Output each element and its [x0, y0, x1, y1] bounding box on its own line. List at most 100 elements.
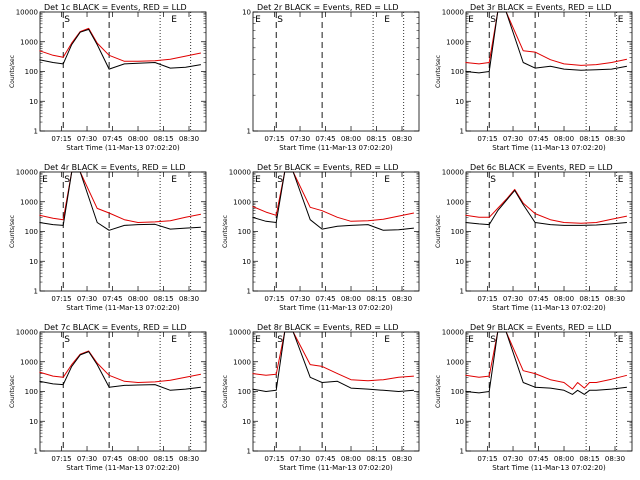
- y-tick-label: 100: [238, 388, 251, 396]
- event-marker-label: E: [384, 175, 390, 185]
- x-tick-label: 07:15: [264, 135, 284, 143]
- chart-panel-det-6: Det 6c BLACK = Events, RED = LLD 1 10 100 10…: [426, 160, 639, 320]
- event-marker-label: E: [42, 175, 48, 185]
- y-tick-label: 1: [247, 288, 251, 296]
- x-tick-label: 07:45: [102, 295, 122, 303]
- plot-frame: [465, 11, 633, 132]
- x-tick-label: 07:30: [77, 135, 97, 143]
- x-axis-label: Start Time (11-Mar-13 07:02:20): [279, 464, 393, 472]
- plot-frame: [39, 171, 207, 292]
- y-tick-label: 100: [25, 388, 38, 396]
- chart-svg: Det 8r BLACK = Events, RED = LLD 1 10 100 10…: [222, 323, 420, 472]
- chart-svg: Det 9r BLACK = Events, RED = LLD 1 10 100 10…: [435, 323, 633, 472]
- y-axis-label: Counts/sec: [435, 55, 442, 88]
- x-tick-label: 08:30: [605, 295, 625, 303]
- chart-title: Det 7c BLACK = Events, RED = LLD: [44, 323, 187, 332]
- chart-svg: Det 4r BLACK = Events, RED = LLD 1 10 100 10…: [9, 163, 207, 312]
- x-tick-label: 08:00: [128, 455, 148, 463]
- x-tick-label: 07:30: [503, 455, 523, 463]
- chart-panel-det-1: Det 1c BLACK = Events, RED = LLD 1 10 100 10…: [0, 0, 213, 160]
- y-tick-label: 100: [25, 68, 38, 76]
- x-tick-label: 07:15: [264, 295, 284, 303]
- x-tick-label: 07:45: [315, 135, 335, 143]
- series-black-line: [465, 189, 627, 226]
- series-black-line: [39, 351, 201, 391]
- series-black-line: [252, 171, 414, 231]
- x-tick-label: 07:30: [290, 455, 310, 463]
- y-tick-label: 1000: [446, 38, 464, 46]
- y-tick-label: 1000: [446, 198, 464, 206]
- x-tick-label: 07:45: [528, 295, 548, 303]
- y-tick-label: 10000: [16, 9, 38, 17]
- x-tick-label: 07:30: [77, 455, 97, 463]
- series-red-line: [39, 350, 201, 383]
- series-black-line: [465, 331, 627, 395]
- chart-panel-det-2: Det 2r BLACK = Events, RED = LLD 1 10 07:15…: [213, 0, 426, 160]
- y-axis-label: Counts/sec: [222, 215, 229, 248]
- x-tick-label: 08:30: [392, 295, 412, 303]
- x-tick-label: 08:30: [605, 455, 625, 463]
- plot-frame: [252, 11, 420, 132]
- x-tick-label: 08:15: [153, 455, 173, 463]
- y-tick-label: 10: [242, 258, 251, 266]
- chart-svg: Det 7c BLACK = Events, RED = LLD 1 10 100 10…: [9, 323, 207, 472]
- y-tick-label: 10000: [442, 169, 464, 177]
- event-marker-label: S: [490, 335, 496, 345]
- x-tick-label: 08:15: [153, 295, 173, 303]
- x-tick-label: 08:15: [579, 135, 599, 143]
- event-marker-label: E: [171, 15, 177, 25]
- chart-title: Det 5r BLACK = Events, RED = LLD: [257, 163, 399, 172]
- x-tick-label: 07:30: [503, 295, 523, 303]
- series-black-line: [39, 171, 201, 231]
- series-red-line: [39, 27, 201, 62]
- x-axis-label: Start Time (11-Mar-13 07:02:20): [279, 144, 393, 152]
- y-tick-label: 10000: [442, 9, 464, 17]
- plot-frame: [39, 331, 207, 452]
- event-marker-label: S: [64, 335, 70, 345]
- x-tick-label: 07:15: [477, 455, 497, 463]
- event-marker-label: E: [171, 175, 177, 185]
- y-tick-label: 10: [455, 98, 464, 106]
- chart-svg: Det 2r BLACK = Events, RED = LLD 1 10 07:15…: [242, 3, 420, 152]
- y-tick-label: 10: [29, 418, 38, 426]
- y-tick-label: 10000: [16, 169, 38, 177]
- y-tick-label: 1: [460, 448, 464, 456]
- x-tick-label: 07:30: [290, 135, 310, 143]
- x-tick-label: 08:15: [366, 135, 386, 143]
- y-tick-label: 1000: [233, 198, 251, 206]
- event-marker-label: E: [384, 15, 390, 25]
- chart-title: Det 2r BLACK = Events, RED = LLD: [257, 3, 399, 12]
- chart-svg: Det 1c BLACK = Events, RED = LLD 1 10 100 10…: [9, 3, 207, 152]
- y-axis-label: Counts/sec: [435, 215, 442, 248]
- chart-panel-det-7: Det 7c BLACK = Events, RED = LLD 1 10 100 10…: [0, 320, 213, 480]
- x-tick-label: 07:45: [102, 135, 122, 143]
- y-tick-label: 1000: [20, 358, 38, 366]
- x-tick-label: 08:15: [579, 295, 599, 303]
- x-tick-label: 08:00: [341, 295, 361, 303]
- y-tick-label: 100: [451, 388, 464, 396]
- y-tick-label: 1: [34, 128, 38, 136]
- y-tick-label: 10: [29, 98, 38, 106]
- x-tick-label: 07:45: [315, 295, 335, 303]
- chart-svg: Det 3r BLACK = Events, RED = LLD 1 10 100 10…: [435, 3, 633, 152]
- plot-frame: [252, 171, 420, 292]
- x-tick-label: 07:15: [51, 135, 71, 143]
- x-tick-label: 08:15: [153, 135, 173, 143]
- plot-frame: [465, 171, 633, 292]
- event-marker-label: S: [490, 175, 496, 185]
- x-tick-label: 08:15: [366, 295, 386, 303]
- x-axis-label: Start Time (11-Mar-13 07:02:20): [492, 304, 606, 312]
- chart-svg: Det 5r BLACK = Events, RED = LLD 1 10 100 10…: [222, 163, 420, 312]
- x-tick-label: 08:30: [392, 135, 412, 143]
- x-axis-label: Start Time (11-Mar-13 07:02:20): [279, 304, 393, 312]
- x-axis-label: Start Time (11-Mar-13 07:02:20): [66, 464, 180, 472]
- x-tick-label: 07:15: [477, 135, 497, 143]
- x-axis-label: Start Time (11-Mar-13 07:02:20): [492, 464, 606, 472]
- y-tick-label: 10000: [442, 329, 464, 337]
- x-tick-label: 08:00: [554, 295, 574, 303]
- y-axis-label: Counts/sec: [9, 375, 16, 408]
- series-red-line: [465, 331, 628, 390]
- x-axis-label: Start Time (11-Mar-13 07:02:20): [66, 144, 180, 152]
- x-tick-label: 07:30: [77, 295, 97, 303]
